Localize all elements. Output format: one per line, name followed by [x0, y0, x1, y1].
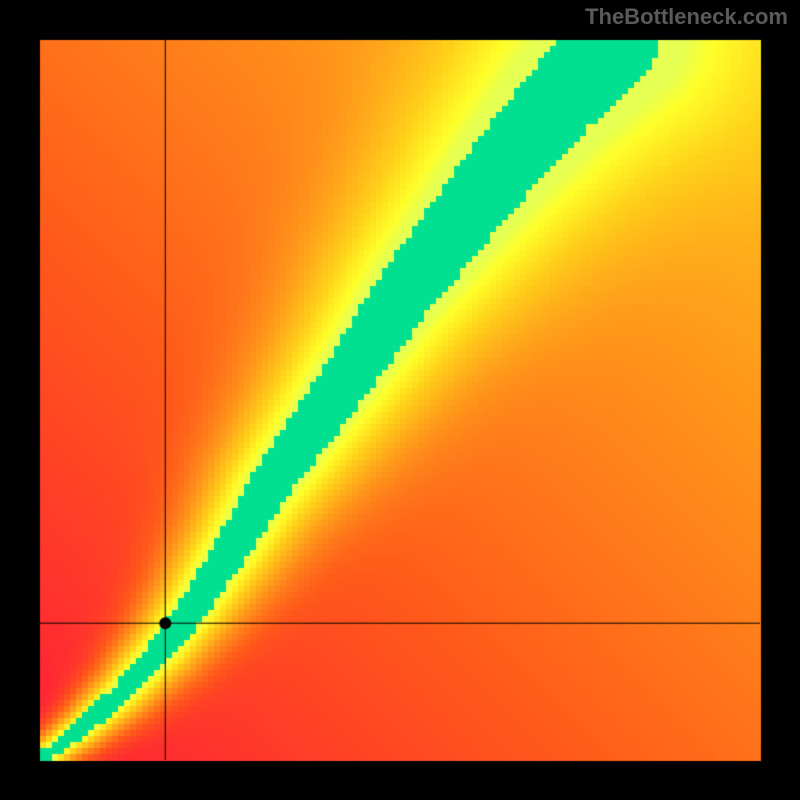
bottleneck-heatmap: [0, 0, 800, 800]
chart-container: TheBottleneck.com: [0, 0, 800, 800]
watermark-text: TheBottleneck.com: [585, 4, 788, 30]
